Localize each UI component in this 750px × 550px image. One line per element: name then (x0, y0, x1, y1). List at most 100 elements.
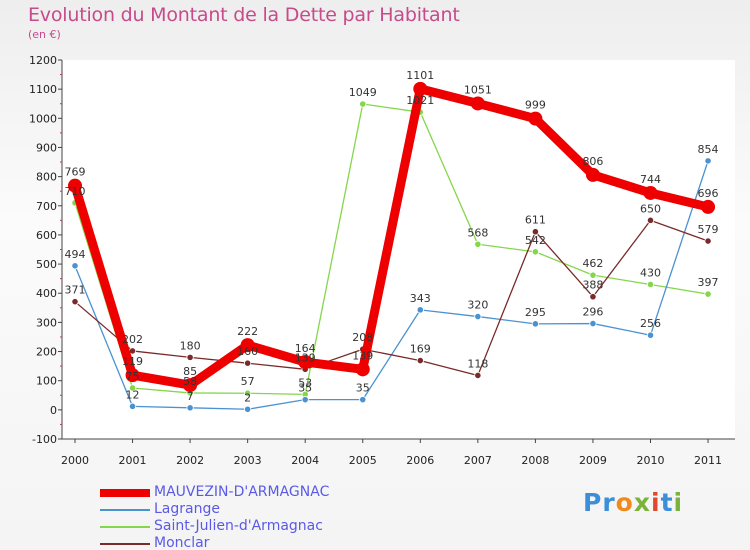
x-tick-label: 2008 (521, 454, 549, 467)
logo-letter: P (583, 488, 603, 517)
data-label-2: 53 (298, 376, 312, 389)
x-tick-label: 2005 (349, 454, 377, 467)
x-tick-label: 2000 (61, 454, 89, 467)
data-point-3 (589, 293, 597, 301)
data-point-0 (355, 362, 370, 377)
data-label-1: 35 (356, 382, 370, 395)
data-label-1: 256 (640, 317, 661, 330)
data-label-2: 430 (640, 266, 661, 279)
data-label-1: 295 (525, 306, 546, 319)
y-tick-label: -100 (32, 433, 57, 446)
data-point-1 (704, 157, 712, 165)
data-point-0 (68, 178, 82, 193)
logo-letter: o (615, 488, 634, 517)
data-point-1 (186, 404, 194, 412)
data-point-1 (244, 405, 252, 413)
data-point-0 (125, 368, 140, 383)
legend-swatch (100, 509, 150, 511)
data-label-1: 296 (582, 306, 603, 319)
x-tick-label: 2006 (406, 454, 434, 467)
y-tick-label: 800 (36, 171, 57, 184)
data-point-0 (528, 111, 543, 126)
series-line-3 (74, 219, 709, 377)
legend-label: Saint-Julien-d'Armagnac (154, 518, 323, 534)
logo-letter: t (660, 488, 674, 517)
plot-area (62, 60, 735, 439)
x-tick-label: 2009 (579, 454, 607, 467)
data-label-0: 999 (525, 99, 546, 112)
data-label-3: 139 (295, 351, 316, 364)
data-label-2: 710 (65, 185, 86, 198)
data-point-0 (183, 378, 198, 393)
data-label-3: 208 (352, 331, 373, 344)
data-label-0: 696 (698, 187, 719, 200)
data-point-1 (359, 396, 367, 404)
data-label-3: 160 (237, 345, 258, 358)
data-point-2 (244, 389, 252, 397)
data-point-2 (474, 240, 482, 248)
data-point-1 (128, 402, 137, 410)
data-label-2: 57 (241, 375, 255, 388)
data-label-3: 650 (640, 202, 661, 215)
data-label-2: 58 (183, 375, 197, 388)
y-tick-label: 900 (36, 141, 57, 154)
data-label-2: 397 (698, 276, 719, 289)
data-label-1: 854 (698, 143, 719, 156)
data-point-1 (589, 319, 597, 328)
legend-label: MAUVEZIN-D'ARMAGNAC (154, 484, 330, 500)
data-point-3 (704, 237, 712, 245)
y-tick-label: 600 (36, 229, 57, 242)
x-tick-label: 2007 (464, 454, 492, 467)
legend-swatch (100, 489, 150, 497)
x-tick-label: 2002 (176, 454, 204, 467)
data-label-0: 85 (183, 365, 197, 378)
data-label-0: 744 (640, 173, 661, 186)
data-point-1 (474, 312, 482, 321)
data-label-0: 119 (122, 355, 143, 368)
data-point-0 (585, 167, 600, 182)
data-point-0 (470, 96, 485, 111)
data-point-2 (589, 271, 597, 279)
data-label-2: 568 (467, 226, 488, 239)
data-point-2 (128, 384, 137, 392)
chart-title: Evolution du Montant de la Dette par Hab… (28, 4, 460, 26)
data-label-3: 202 (122, 333, 143, 346)
proxiti-logo: Proxiti (583, 488, 683, 517)
logo-letter: r (602, 488, 616, 517)
data-label-2: 75 (126, 370, 140, 383)
data-point-0 (298, 355, 313, 370)
data-label-1: 2 (244, 391, 251, 404)
data-label-2: 1049 (349, 86, 377, 99)
series-line-2 (74, 103, 709, 396)
data-point-1 (646, 331, 655, 339)
data-point-3 (244, 359, 252, 367)
data-point-0 (643, 185, 658, 200)
legend-label: Monclar (154, 535, 210, 550)
legend-swatch (100, 526, 150, 528)
data-point-3 (71, 298, 79, 306)
y-tick-label: 1200 (29, 54, 57, 67)
data-label-0: 769 (65, 166, 86, 179)
y-tick-label: 400 (36, 287, 57, 300)
y-tick-label: 700 (36, 200, 57, 213)
data-label-2: 542 (525, 234, 546, 247)
data-label-3: 371 (65, 284, 86, 297)
y-tick-label: 200 (36, 346, 57, 359)
logo-letter: x (633, 488, 651, 517)
data-label-3: 180 (180, 339, 201, 352)
data-point-2 (531, 248, 540, 256)
data-point-1 (416, 306, 424, 314)
data-point-3 (186, 353, 194, 361)
legend-label: Lagrange (154, 501, 220, 517)
data-label-0: 222 (237, 325, 258, 338)
data-point-0 (413, 81, 428, 96)
data-label-0: 164 (295, 342, 316, 355)
data-point-3 (416, 356, 424, 365)
data-label-0: 1101 (406, 69, 434, 82)
data-point-1 (531, 320, 540, 328)
data-label-3: 388 (582, 279, 603, 292)
data-point-0 (701, 199, 716, 214)
x-tick-label: 2010 (637, 454, 665, 467)
